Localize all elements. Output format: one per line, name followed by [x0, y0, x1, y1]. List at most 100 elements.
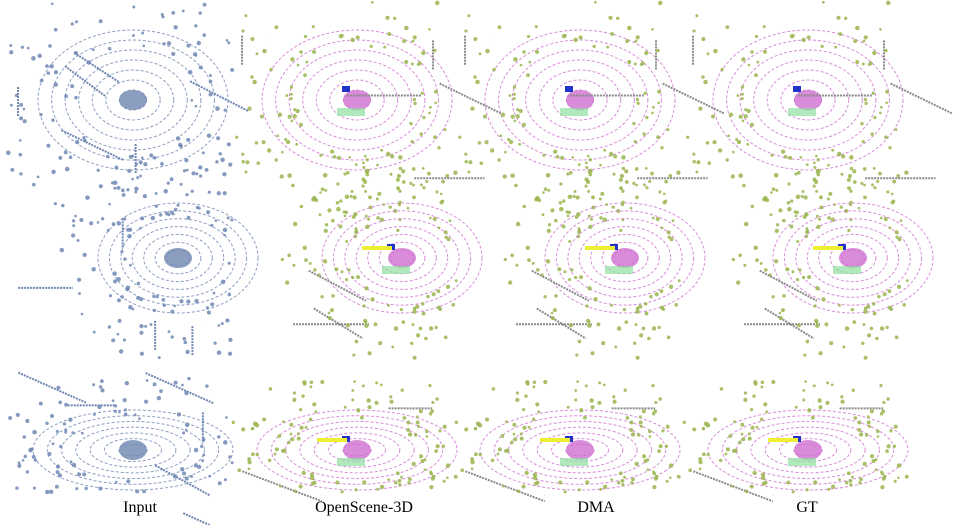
point [398, 155, 403, 160]
point [223, 234, 226, 237]
point [19, 139, 22, 142]
point [420, 183, 423, 186]
point [771, 295, 774, 298]
point [476, 421, 481, 426]
point [97, 405, 101, 409]
point [536, 268, 540, 272]
point [776, 223, 779, 226]
point [100, 388, 104, 392]
point [821, 297, 825, 301]
point [227, 216, 230, 219]
point [742, 120, 745, 123]
point [293, 222, 298, 227]
point [588, 170, 592, 174]
point [247, 457, 251, 461]
point [513, 97, 516, 100]
point [683, 421, 686, 424]
point [64, 94, 68, 98]
point [97, 221, 100, 224]
point [601, 341, 605, 345]
point [744, 391, 747, 394]
point [191, 190, 194, 193]
point [431, 401, 434, 404]
point [161, 15, 164, 18]
point [855, 26, 860, 31]
point [541, 273, 544, 276]
point [74, 51, 78, 55]
point [364, 286, 368, 290]
point [806, 488, 809, 491]
point [692, 427, 696, 431]
point [50, 414, 54, 418]
point [658, 1, 663, 6]
point [244, 14, 247, 17]
point [72, 219, 75, 222]
point [764, 268, 768, 272]
point [314, 410, 317, 413]
point [78, 292, 81, 295]
point [348, 156, 351, 159]
point [468, 160, 472, 164]
point [64, 403, 68, 407]
point [587, 190, 590, 193]
point [75, 20, 78, 23]
point [424, 468, 427, 471]
point [403, 416, 407, 420]
point [428, 384, 431, 387]
point [402, 180, 406, 184]
point [208, 475, 211, 478]
point [174, 25, 178, 29]
point [417, 425, 420, 428]
point [644, 302, 647, 305]
point [712, 140, 716, 144]
point [377, 192, 381, 196]
point [904, 170, 908, 174]
point [426, 295, 430, 299]
point [557, 267, 561, 271]
point [755, 258, 759, 262]
point [251, 452, 255, 456]
point [474, 452, 478, 456]
point [439, 200, 443, 204]
point [522, 426, 526, 430]
point [667, 128, 670, 131]
point [58, 156, 62, 160]
point [290, 437, 294, 441]
point [666, 425, 670, 429]
point [880, 106, 883, 109]
point [424, 337, 428, 341]
point [387, 304, 390, 307]
point [518, 143, 521, 146]
point [656, 217, 660, 221]
point [286, 140, 290, 144]
point [256, 161, 260, 165]
point [498, 447, 502, 451]
point [455, 279, 458, 282]
point [547, 229, 551, 233]
point [799, 156, 802, 159]
point [612, 205, 615, 208]
point [406, 428, 410, 432]
point [801, 38, 805, 42]
road-patch [382, 266, 410, 274]
ego-blob [388, 248, 416, 268]
point [217, 350, 222, 355]
point [182, 431, 185, 434]
point [173, 474, 178, 479]
point [763, 50, 767, 54]
point [852, 169, 856, 173]
sign-patch [768, 438, 798, 442]
structure [465, 471, 544, 501]
point [698, 457, 702, 461]
point [256, 52, 259, 55]
ego-blob [611, 248, 639, 268]
point [838, 304, 841, 307]
point [304, 258, 308, 262]
point [535, 50, 539, 54]
point [320, 295, 323, 298]
point [262, 418, 266, 422]
point [299, 123, 303, 127]
point [750, 123, 754, 127]
point [470, 106, 474, 110]
point [795, 406, 798, 409]
